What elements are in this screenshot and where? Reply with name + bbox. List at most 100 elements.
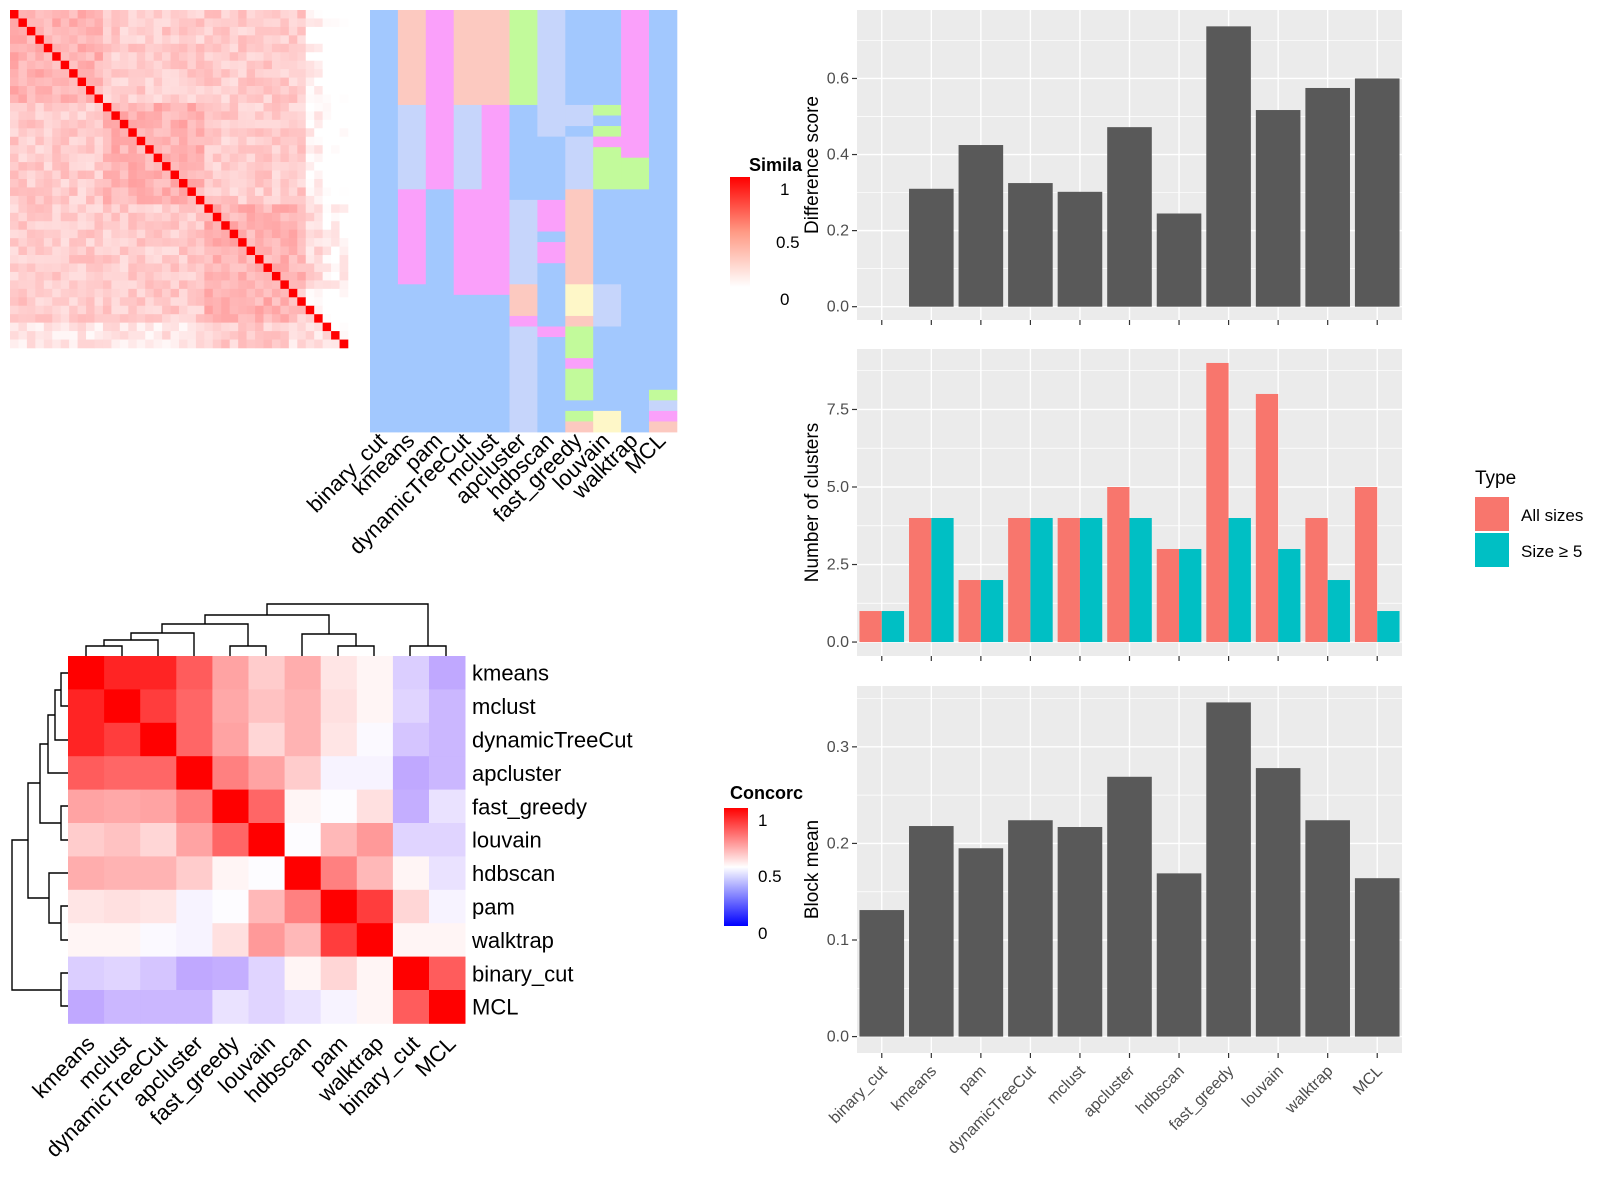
similarity-cell (170, 195, 180, 205)
similarity-cell (195, 246, 205, 256)
similarity-cell (255, 10, 264, 19)
similarity-cell (128, 102, 138, 112)
similarity-cell (136, 195, 146, 205)
similarity-cell (10, 119, 19, 129)
similarity-cell (271, 204, 281, 214)
similarity-cell (77, 153, 87, 163)
similarity-cell (339, 179, 349, 188)
similarity-cell (102, 43, 112, 53)
similarity-cell (322, 229, 332, 239)
concordance-cell (104, 756, 141, 790)
similarity-cell (187, 229, 197, 239)
bar (1206, 702, 1251, 1037)
similarity-cell (263, 77, 273, 87)
similarity-cell (305, 212, 315, 222)
similarity-cell (162, 52, 171, 61)
similarity-cell (162, 69, 171, 78)
similarity-cell (187, 212, 197, 222)
similarity-cell (10, 153, 19, 163)
similarity-cell (195, 111, 205, 121)
similarity-cell (179, 102, 188, 112)
similarity-cell (280, 212, 290, 222)
classification-cell (537, 242, 566, 264)
similarity-cell (69, 179, 78, 188)
similarity-cell (297, 339, 307, 349)
similarity-cell (229, 111, 239, 121)
similarity-cell (43, 305, 53, 315)
similarity-cell (102, 136, 112, 146)
legend-swatch-all-sizes (1475, 497, 1509, 531)
similarity-cell (271, 94, 281, 104)
similarity-cell (35, 246, 45, 256)
similarity-cell (145, 94, 154, 104)
similarity-cell (102, 221, 112, 230)
similarity-cell (145, 77, 154, 87)
concordance-cell (212, 789, 249, 824)
similarity-cell (52, 271, 61, 281)
similarity-cell (94, 128, 104, 138)
similarity-cell (179, 339, 188, 349)
similarity-cell (280, 77, 290, 87)
similarity-cell (187, 179, 197, 188)
similarity-cell (187, 18, 197, 28)
similarity-cell (170, 179, 180, 188)
similarity-cell (187, 128, 197, 138)
similarity-cell (145, 86, 154, 95)
similarity-cell (94, 86, 104, 95)
similarity-cell (271, 162, 281, 171)
concordance-cell (284, 722, 322, 757)
concordance-cell (248, 923, 285, 957)
similarity-cell (60, 119, 70, 129)
similarity-cell (179, 305, 188, 315)
similarity-cell (229, 69, 239, 78)
similarity-cell (179, 238, 188, 247)
classification-cell (565, 10, 594, 106)
similarity-cell (271, 246, 281, 256)
similarity-cell (77, 331, 87, 340)
similarity-cell (77, 52, 87, 61)
similarity-cell (111, 86, 121, 95)
similarity-cell (10, 288, 19, 298)
concordance-column-label: MCL (410, 1031, 461, 1082)
similarity-cell (238, 26, 247, 36)
classification-cell (593, 104, 622, 116)
similarity-cell (288, 18, 298, 28)
similarity-cell (52, 238, 61, 247)
similarity-cell (246, 288, 256, 298)
similarity-cell (86, 195, 95, 205)
similarity-cell (314, 86, 323, 95)
similarity-cell (305, 305, 315, 315)
similarity-cell (322, 111, 332, 121)
similarity-cell (305, 331, 315, 340)
similarity-cell (119, 229, 129, 239)
similarity-cell (271, 136, 281, 146)
classification-cell (481, 104, 510, 190)
similarity-cell (195, 322, 205, 332)
legend-label-all-sizes: All sizes (1521, 506, 1583, 525)
similarity-cell (305, 339, 315, 349)
similarity-cell (153, 128, 163, 138)
similarity-cell (18, 69, 28, 78)
similarity-cell (136, 212, 146, 222)
similarity-cell (43, 69, 53, 78)
similarity-cell (94, 69, 104, 78)
similarity-cell (35, 145, 45, 154)
similarity-cell (271, 153, 281, 163)
concordance-cell (320, 722, 358, 757)
similarity-cell (10, 18, 19, 28)
concordance-cell (284, 990, 322, 1024)
similarity-cell (322, 322, 332, 332)
x-tick-label: apcluster (1080, 1062, 1138, 1120)
similarity-cell (35, 221, 45, 230)
similarity-cell (288, 331, 298, 340)
concordance-cell (320, 990, 358, 1024)
similarity-cell (263, 52, 273, 61)
similarity-cell (314, 136, 323, 146)
similarity-cell (153, 162, 163, 171)
similarity-cell (339, 322, 349, 332)
similarity-cell (305, 162, 315, 171)
similarity-cell (86, 26, 95, 36)
concordance-row-label: kmeans (472, 661, 549, 686)
concordance-cell (356, 722, 394, 757)
similarity-cell (26, 305, 36, 315)
